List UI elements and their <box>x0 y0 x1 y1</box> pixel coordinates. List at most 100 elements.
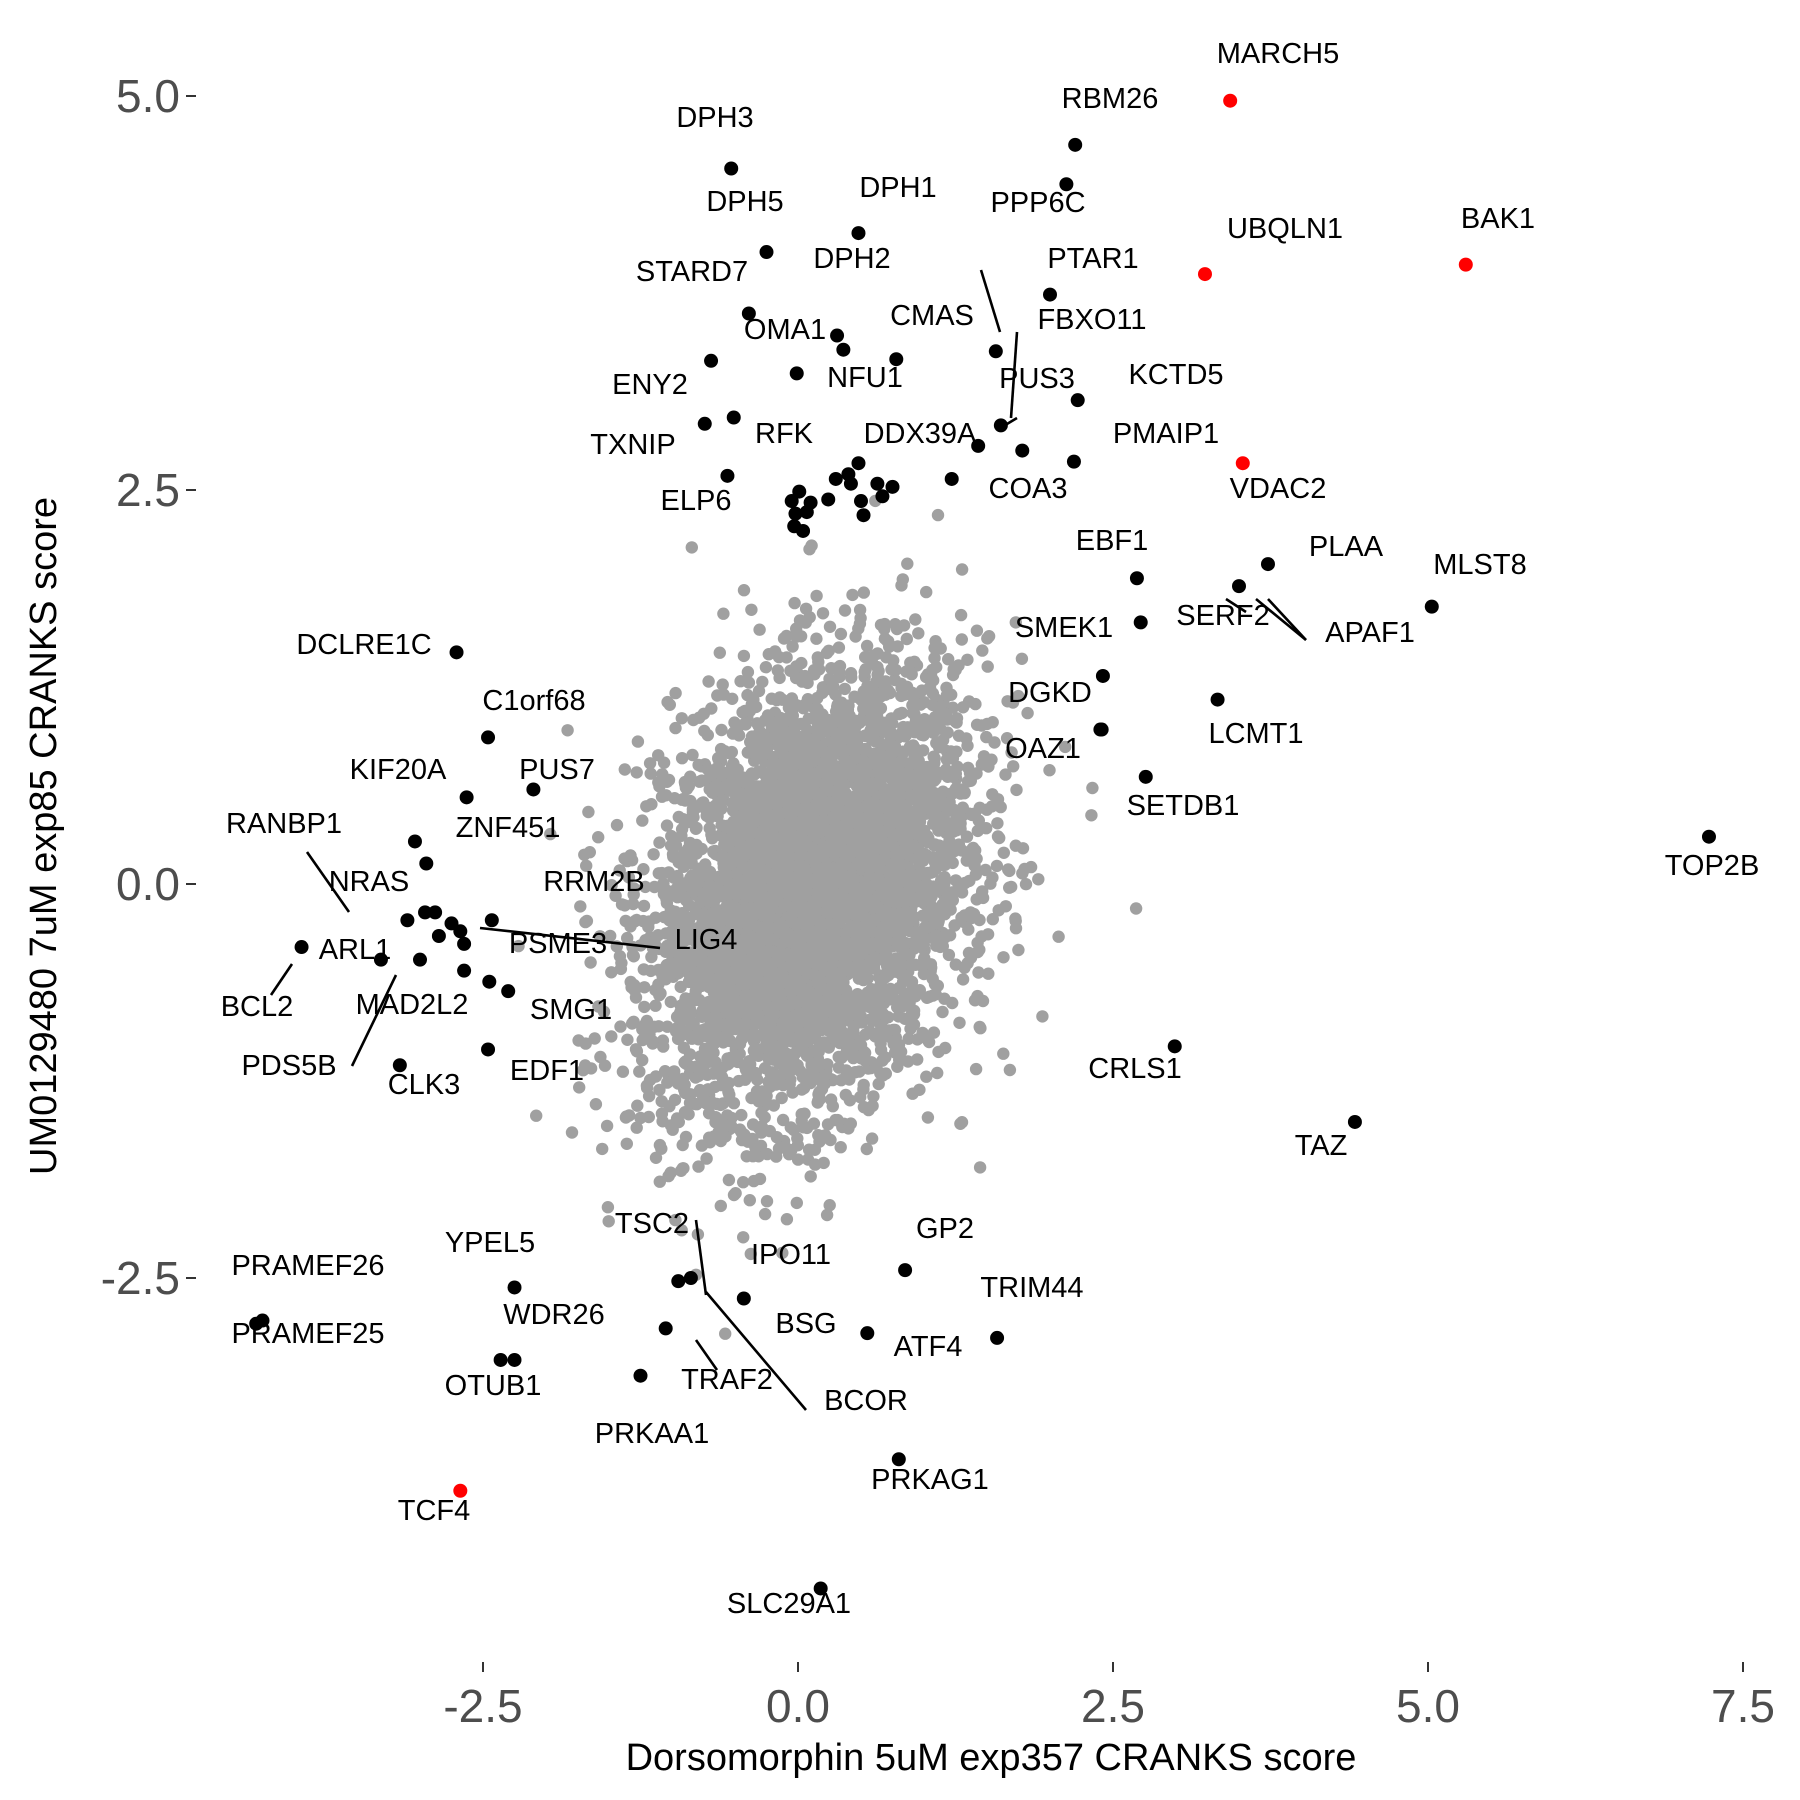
background-point <box>936 1005 949 1019</box>
background-point <box>973 1161 987 1174</box>
background-point <box>714 1134 728 1148</box>
background-point <box>737 1176 750 1189</box>
background-point <box>968 859 981 872</box>
background-point <box>889 908 902 922</box>
background-point <box>961 653 974 666</box>
background-point <box>668 1093 682 1107</box>
background-point <box>737 649 751 663</box>
background-point <box>683 1048 697 1061</box>
background-point <box>711 1020 724 1033</box>
background-point <box>799 990 812 1004</box>
background-point <box>834 780 847 793</box>
background-point <box>718 872 731 886</box>
background-point <box>968 808 981 821</box>
background-point <box>940 801 954 814</box>
background-point <box>899 895 912 908</box>
background-point <box>823 1199 836 1212</box>
background-point <box>613 950 627 963</box>
background-point <box>854 888 867 901</box>
background-point <box>845 871 858 884</box>
background-point <box>814 875 827 888</box>
background-point <box>813 1092 827 1106</box>
background-point <box>742 676 756 689</box>
background-point <box>675 829 688 842</box>
background-point <box>755 1106 768 1120</box>
background-point <box>653 1175 666 1188</box>
background-point <box>682 898 696 912</box>
background-point <box>833 670 846 684</box>
background-point <box>940 689 954 702</box>
background-point <box>812 1021 825 1034</box>
background-point <box>859 1028 872 1041</box>
background-point <box>702 980 716 994</box>
background-point <box>621 931 634 945</box>
background-point <box>795 842 808 855</box>
background-point <box>630 766 643 779</box>
background-point <box>798 869 811 883</box>
background-point <box>747 1044 761 1057</box>
background-point <box>838 998 851 1011</box>
background-point <box>776 1037 790 1051</box>
background-point <box>962 923 975 936</box>
background-point <box>672 810 685 824</box>
background-point <box>739 792 752 806</box>
background-point <box>844 667 858 680</box>
background-point <box>891 866 904 880</box>
background-point <box>785 1062 798 1075</box>
background-point <box>596 1142 609 1156</box>
background-point <box>739 718 752 731</box>
background-point <box>808 936 821 950</box>
background-point <box>721 819 734 832</box>
background-point <box>838 731 851 745</box>
background-point <box>574 900 587 913</box>
background-point <box>659 789 673 802</box>
background-point <box>981 632 994 645</box>
background-point <box>897 936 910 949</box>
background-point <box>700 1152 713 1165</box>
background-point <box>627 1015 640 1028</box>
background-point <box>898 947 911 960</box>
background-point <box>915 684 929 697</box>
background-point <box>711 810 724 823</box>
background-point <box>750 786 764 799</box>
background-point <box>860 639 874 653</box>
background-point <box>968 994 982 1007</box>
background-point <box>733 843 747 856</box>
background-point <box>816 845 829 859</box>
background-point <box>874 1037 887 1050</box>
background-point <box>874 801 887 814</box>
background-point <box>838 682 851 696</box>
background-point <box>696 893 710 907</box>
background-point <box>911 1053 924 1066</box>
background-point <box>630 1045 644 1058</box>
background-point <box>808 968 821 982</box>
background-point <box>685 992 698 1005</box>
background-point <box>619 914 632 928</box>
background-point <box>790 660 803 673</box>
background-point <box>1129 902 1143 915</box>
background-point <box>773 978 786 991</box>
background-point <box>877 1008 890 1021</box>
background-point <box>622 871 636 884</box>
background-point <box>737 584 751 597</box>
background-point <box>826 1100 839 1113</box>
background-point <box>630 1121 643 1134</box>
background-point <box>938 931 952 944</box>
background-point <box>975 930 988 943</box>
background-point <box>601 1201 615 1214</box>
background-point <box>949 958 962 971</box>
background-point <box>748 918 762 932</box>
background-point <box>1032 873 1045 886</box>
background-point <box>785 909 798 922</box>
background-point <box>832 1061 846 1074</box>
background-point <box>620 1137 633 1151</box>
background-point <box>878 1024 892 1037</box>
background-point <box>620 1110 633 1123</box>
background-point <box>580 859 593 872</box>
background-point <box>859 1054 872 1067</box>
background-point <box>648 880 661 894</box>
background-point <box>577 1064 590 1077</box>
background-point <box>912 627 925 640</box>
background-point <box>1006 696 1020 709</box>
background-point <box>961 739 974 752</box>
